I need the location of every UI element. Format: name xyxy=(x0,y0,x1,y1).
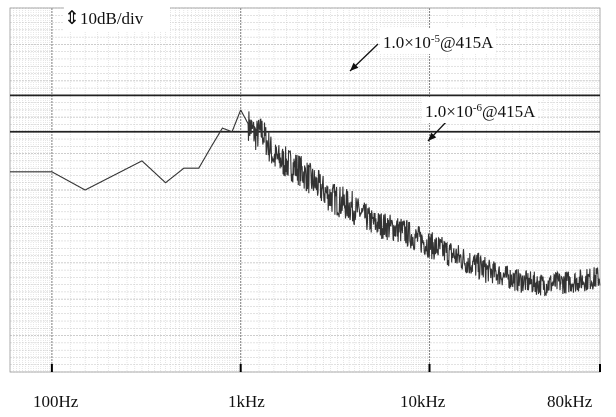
double-arrow-icon: ⇕ xyxy=(64,8,80,29)
x-tick-label-10khz: 10kHz xyxy=(400,392,446,411)
x-tick-label-80khz: 80kHz xyxy=(547,392,593,411)
x-tick-label-100hz: 100Hz xyxy=(33,392,79,411)
plot-frame xyxy=(9,7,601,373)
limit-label-1e-5: 1.0×10-5@415A xyxy=(380,28,497,54)
x-tick-label-1khz: 1kHz xyxy=(228,392,265,411)
scale-text: 10dB/div xyxy=(80,9,144,28)
scale-label: ⇕10dB/div xyxy=(64,6,170,32)
limit-label-1e-6: 1.0×10-6@415A xyxy=(422,97,539,123)
pointer-arrow-1e-5-head xyxy=(350,62,359,71)
pointer-arrow-1e-6-head xyxy=(428,132,437,141)
spectrum-trace xyxy=(10,109,601,297)
